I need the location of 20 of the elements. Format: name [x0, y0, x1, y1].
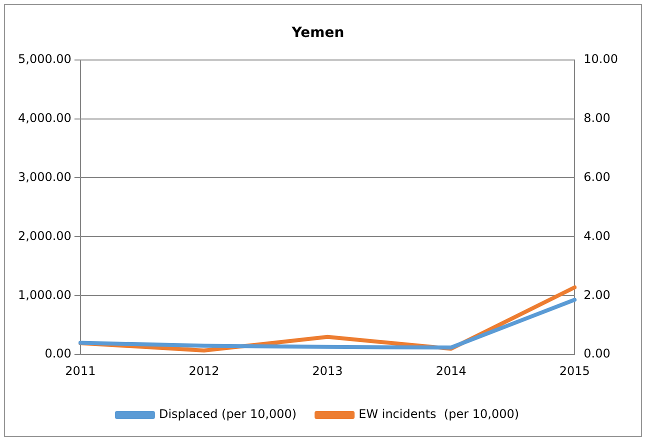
y-tick-label: 4,000.00	[18, 110, 72, 125]
x-tick-label: 2011	[65, 364, 96, 378]
y-tick-label: 2,000.00	[18, 228, 72, 243]
x-tick-label: 2014	[436, 364, 466, 378]
y2-tick-label: 4.00	[584, 228, 610, 243]
y-tick-label: 3,000.00	[18, 170, 72, 184]
x-tick-label: 2015	[559, 364, 590, 378]
y-tick-label: 5,000.00	[18, 52, 72, 66]
x-tick-label: 2012	[188, 364, 220, 378]
y2-tick-label: 6.00	[584, 170, 610, 184]
y2-tick-label: 10.00	[584, 52, 618, 66]
y-tick-label: 1,000.00	[18, 288, 72, 302]
y2-tick-label: 8.00	[584, 110, 610, 125]
chart-title: Yemen	[290, 25, 344, 42]
legend-label: EW incidents (per 10,000)	[358, 407, 520, 422]
x-tick-label: 2013	[312, 364, 343, 378]
y2-tick-label: 0.00	[584, 346, 610, 361]
y-tick-label: 0.00	[44, 346, 72, 361]
legend-label: Displaced (per 10,000)	[158, 407, 297, 422]
y2-tick-label: 2.00	[584, 288, 610, 302]
